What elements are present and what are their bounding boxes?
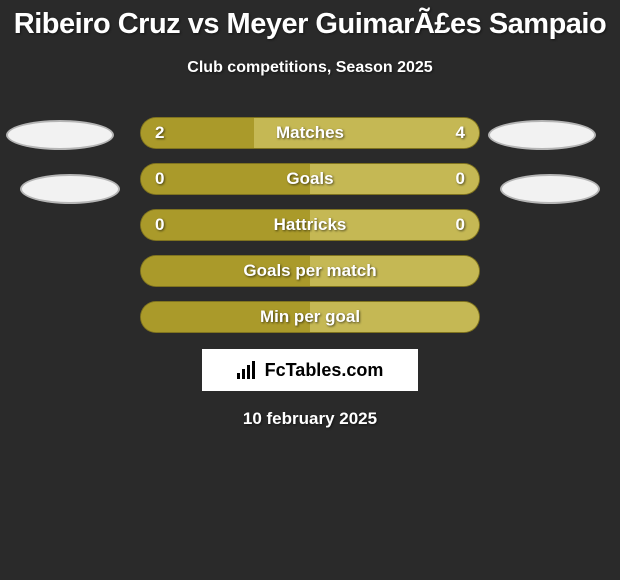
stat-bar: Min per goal	[140, 301, 480, 333]
stat-bar-left-value: 0	[155, 169, 164, 189]
stat-bar-label: Hattricks	[274, 215, 347, 235]
footer-logo-text: FcTables.com	[265, 360, 384, 381]
player-ellipse	[6, 120, 114, 150]
stat-bar-label: Matches	[276, 123, 344, 143]
footer-logo: FcTables.com	[202, 349, 418, 391]
stat-bar-right-fill	[310, 164, 479, 194]
stat-row: Min per goal	[0, 301, 620, 333]
stat-bar-label: Goals per match	[243, 261, 376, 281]
player-ellipse	[20, 174, 120, 204]
footer-date: 10 february 2025	[0, 409, 620, 429]
stat-bar: Hattricks 0 0	[140, 209, 480, 241]
player-ellipse	[500, 174, 600, 204]
stat-row: Hattricks 0 0	[0, 209, 620, 241]
page-title: Ribeiro Cruz vs Meyer GuimarÃ£es Sampaio	[0, 0, 620, 41]
stat-bar-label: Min per goal	[260, 307, 360, 327]
stat-bar-left-value: 0	[155, 215, 164, 235]
stat-bar: Goals 0 0	[140, 163, 480, 195]
stat-row: Goals per match	[0, 255, 620, 287]
chart-bars-icon	[237, 361, 259, 379]
player-ellipse	[488, 120, 596, 150]
subtitle: Club competitions, Season 2025	[0, 59, 620, 77]
stat-bar-right-value: 4	[456, 123, 465, 143]
stat-bar: Goals per match	[140, 255, 480, 287]
stat-bar-right-value: 0	[456, 169, 465, 189]
stat-bar-left-fill	[141, 164, 310, 194]
stat-bar-right-value: 0	[456, 215, 465, 235]
stat-bar-label: Goals	[286, 169, 333, 189]
stat-bar-left-value: 2	[155, 123, 164, 143]
stat-bar: Matches 2 4	[140, 117, 480, 149]
